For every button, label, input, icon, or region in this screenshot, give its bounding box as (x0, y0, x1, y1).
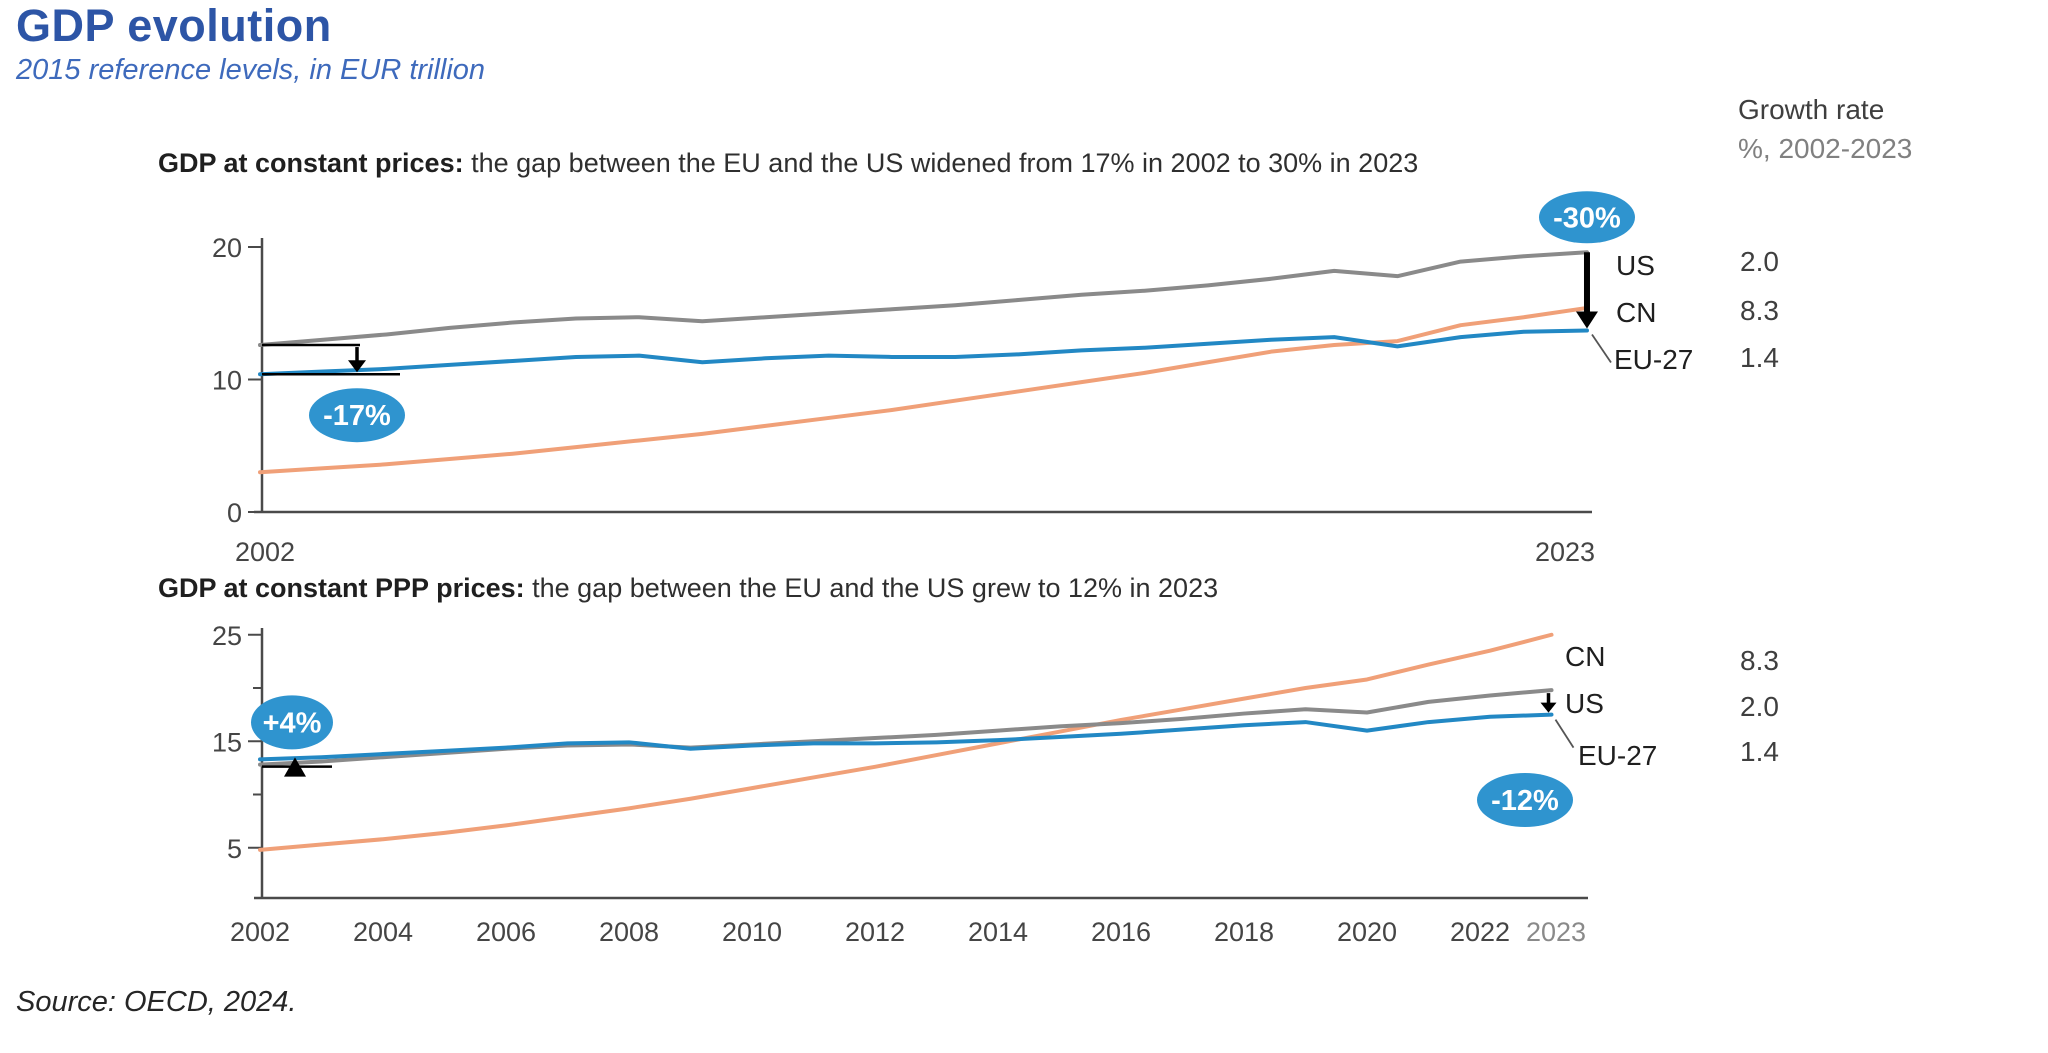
x-tick-label: 2022 (1450, 917, 1510, 947)
chart-gdp-constant-ppp-prices: 5 15 25 2002 2004 2006 2008 2010 2012 2014 2016 201… (212, 621, 1779, 947)
x-tick-label: 2023 (1526, 917, 1586, 947)
x-tick-label: 2006 (476, 917, 536, 947)
growth-rate-subheader: %, 2002-2023 (1738, 133, 1913, 164)
chart-gdp-constant-prices: 0 10 20 2002 2023 US 2.0 CN 8.3 EU-27 1.4 -17% -30% (212, 191, 1779, 567)
series-label-us: US (1565, 688, 1604, 719)
x-tick-label: 2012 (845, 917, 905, 947)
y-tick-label: 25 (212, 621, 242, 651)
start-gap-badge (251, 695, 333, 750)
x-tick-label: 2018 (1214, 917, 1274, 947)
growth-rate-value-us: 2.0 (1740, 691, 1779, 722)
x-tick-label: 2014 (968, 917, 1028, 947)
x-tick-label: 2016 (1091, 917, 1151, 947)
end-gap-badge-text: -30% (1553, 202, 1621, 234)
source-note: Source: OECD, 2024. (16, 986, 297, 1018)
growth-rate-value-cn: 8.3 (1740, 645, 1779, 676)
gap-arrow-up (284, 757, 306, 777)
chart1-title: GDP at constant prices: the gap between … (158, 148, 1418, 179)
page-title: GDP evolution (16, 0, 332, 51)
x-tick-label: 2002 (235, 537, 295, 567)
growth-rate-value-cn: 8.3 (1740, 295, 1779, 326)
series-line-cn (258, 632, 1554, 852)
end-gap-arrow-head (1575, 311, 1598, 329)
series-label-eu-27: EU-27 (1578, 740, 1657, 771)
chart1-title-rest: the gap between the EU and the US widene… (463, 148, 1419, 178)
chart1-title-bold: GDP at constant prices: (158, 148, 464, 178)
growth-rate-value-us: 2.0 (1740, 246, 1779, 277)
x-tick-label: 2004 (353, 917, 413, 947)
series-line-cn (258, 305, 1589, 475)
chart2-title-rest: the gap between the EU and the US grew t… (524, 573, 1219, 603)
growth-rate-value-eu-27: 1.4 (1740, 342, 1779, 373)
x-tick-label: 2002 (230, 917, 290, 947)
x-tick-label: 2008 (599, 917, 659, 947)
end-gap-arrow-head (1540, 702, 1557, 713)
end-gap-badge (1538, 191, 1635, 244)
x-tick-label: 2020 (1337, 917, 1397, 947)
series-label-eu-27: EU-27 (1614, 344, 1693, 375)
series-label-cn: CN (1565, 641, 1605, 672)
y-tick-label: 5 (227, 834, 242, 864)
end-gap-badge (1477, 773, 1573, 827)
series-label-cn: CN (1616, 297, 1656, 328)
y-tick-label: 10 (212, 366, 242, 396)
series-line-us (258, 250, 1589, 348)
x-tick-label: 2010 (722, 917, 782, 947)
start-gap-badge-text: +4% (263, 707, 322, 739)
chart2-title: GDP at constant PPP prices: the gap betw… (158, 573, 1218, 604)
series-line-eu-27 (258, 328, 1589, 377)
growth-rate-header: Growth rate (1738, 94, 1885, 125)
y-tick-label: 15 (212, 727, 242, 757)
series-line-eu-27 (258, 712, 1554, 762)
eu27-callout-line (1554, 719, 1575, 749)
end-gap-badge-text: -12% (1491, 785, 1559, 817)
x-tick-label: 2023 (1535, 537, 1595, 567)
growth-rate-value-eu-27: 1.4 (1740, 736, 1779, 767)
series-label-us: US (1616, 250, 1655, 281)
y-tick-label: 0 (227, 498, 242, 528)
y-tick-label: 20 (212, 233, 242, 263)
gap-arrow-head (348, 360, 366, 373)
eu27-callout-line (1591, 333, 1612, 363)
start-gap-badge (309, 388, 405, 443)
page-subtitle: 2015 reference levels, in EUR trillion (16, 54, 486, 86)
chart2-title-bold: GDP at constant PPP prices: (158, 573, 525, 603)
start-gap-badge-text: -17% (323, 400, 391, 432)
